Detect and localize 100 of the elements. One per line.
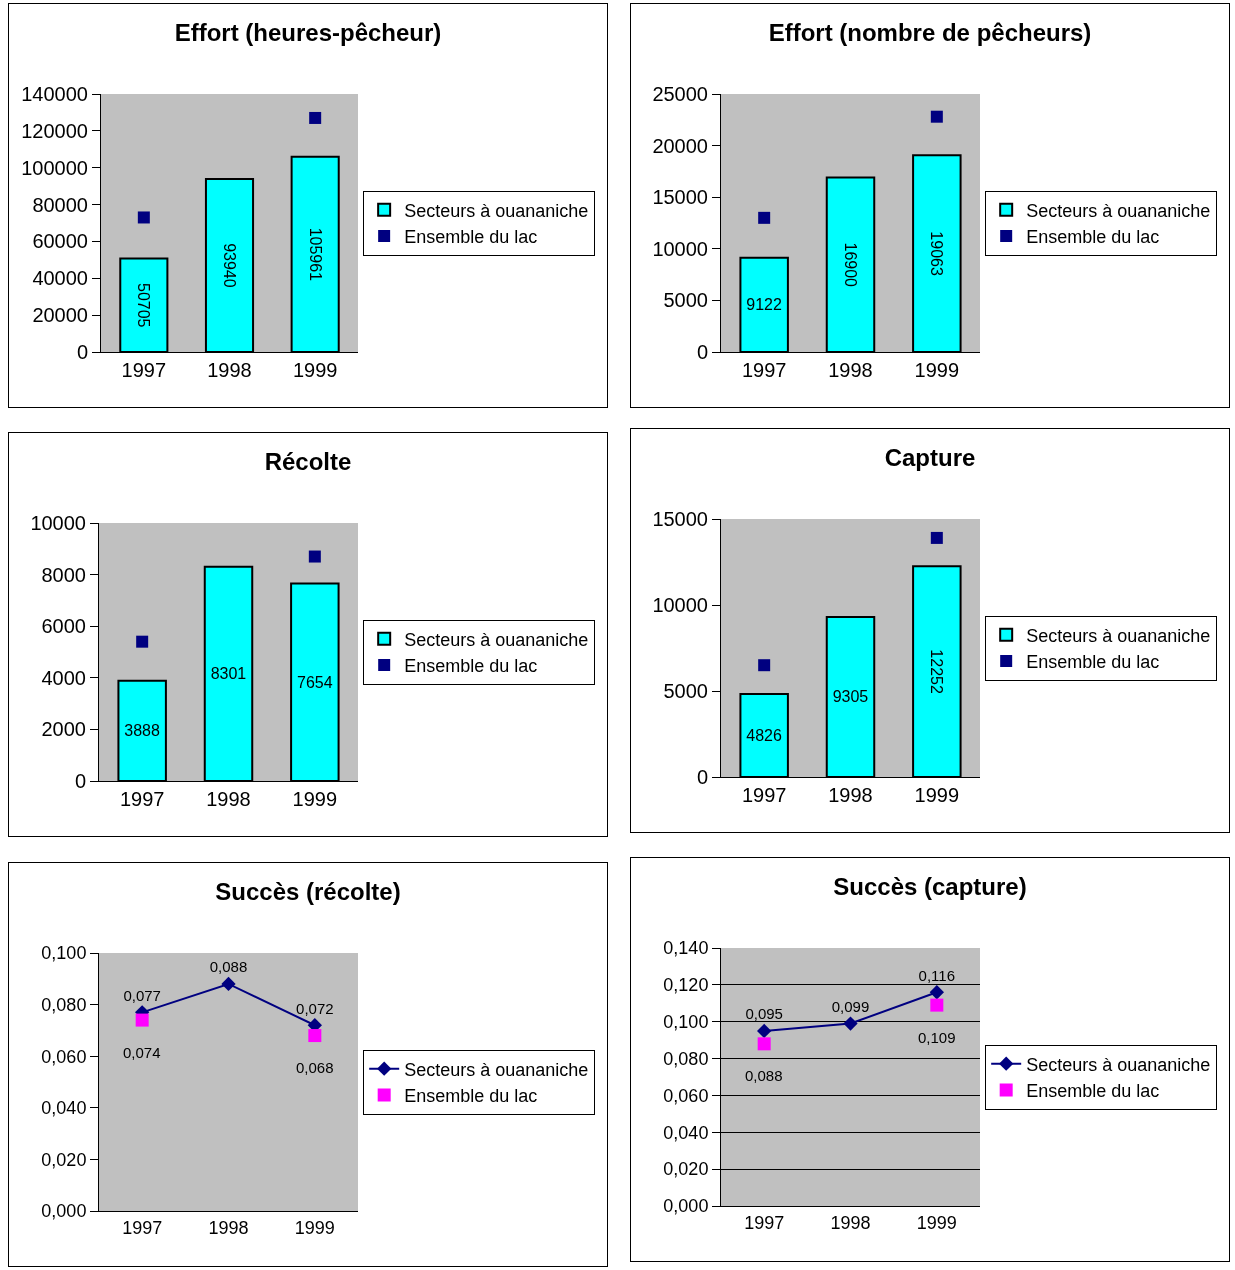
chart-title: Récolte [264,447,352,475]
data-label: 0,088 [209,958,248,976]
data-label: 12252 [928,649,946,694]
data-label: 0,109 [918,1029,956,1046]
x-tick-label: 1999 [292,359,338,381]
x-tick-label: 1998 [206,788,251,810]
y-tick-label: 0,060 [41,1046,87,1067]
point [221,976,236,992]
point [757,1023,772,1039]
y-tick-label: 0,040 [41,1098,87,1119]
data-label: 9305 [832,688,869,706]
y-tick-label: 0,060 [663,1085,709,1106]
legend-label: Secteurs à ouananiche [404,629,589,650]
legend-label: Secteurs à ouananiche [1026,200,1211,221]
point [757,1037,771,1051]
legend-label: Ensemble du lac [404,656,538,677]
y-tick-label: 0,080 [41,994,87,1015]
x-tick-label: 1998 [208,1217,249,1238]
data-label: 0,095 [745,1005,783,1023]
data-label: 50705 [135,282,153,328]
y-tick-label: 0,040 [663,1122,709,1143]
x-tick-label: 1999 [914,784,960,806]
y-tick-label: 0,100 [41,943,87,964]
data-label: 0,068 [296,1059,334,1076]
y-tick-label: 25000 [652,83,708,105]
x-tick-label: 1997 [119,788,165,810]
data-label: 0,074 [123,1044,161,1061]
legend-label: Ensemble du lac [404,227,538,248]
data-label: 3888 [124,722,161,740]
y-tick-label: 6000 [41,615,86,638]
point [930,998,944,1012]
y-tick-label: 40000 [32,267,88,290]
x-tick-label: 1997 [741,359,787,381]
data-label: 0,116 [918,966,956,984]
x-tick-label: 1998 [828,784,873,806]
x-tick-label: 1999 [292,788,338,810]
y-tick-label: 0,100 [663,1012,709,1033]
y-tick-label: 0,020 [41,1149,87,1170]
point [929,985,944,1000]
y-tick-label: 0 [76,341,88,363]
y-tick-label: 0 [74,770,86,792]
point [843,1016,858,1031]
data-label: 8301 [210,665,247,683]
x-tick-label: 1997 [741,784,787,806]
data-label: 0,077 [123,986,161,1004]
y-tick-label: 15000 [652,186,708,209]
y-tick-label: 0,000 [41,1201,87,1222]
legend-label: Secteurs à ouananiche [404,200,589,221]
x-tick-label: 1999 [916,1212,957,1233]
x-tick-label: 1998 [828,359,873,381]
data-label: 105961 [306,227,324,282]
x-tick-label: 1999 [294,1217,335,1238]
chart-title: Succès (récolte) [215,877,401,905]
x-tick-label: 1998 [207,359,252,381]
legend-label: Ensemble du lac [1026,227,1160,248]
x-tick-label: 1997 [121,359,167,381]
y-tick-label: 0,080 [663,1048,709,1069]
x-tick-label: 1997 [744,1212,785,1233]
y-tick-label: 0 [696,766,708,788]
x-tick-label: 1997 [122,1217,163,1238]
y-tick-label: 0 [696,341,708,363]
y-tick-label: 4000 [41,666,86,689]
y-tick-label: 0,000 [663,1196,709,1217]
y-tick-label: 8000 [41,563,86,586]
legend-label: Ensemble du lac [404,1086,538,1107]
legend-label: Secteurs à ouananiche [1026,1054,1211,1075]
x-tick-label: 1998 [830,1212,871,1233]
y-tick-label: 10000 [652,237,708,260]
chart-title: Effort (heures-pêcheur) [174,18,442,46]
y-tick-label: 140000 [21,83,88,105]
y-tick-label: 20000 [652,134,708,157]
data-label: 0,072 [296,999,334,1017]
y-tick-label: 100000 [21,156,88,179]
legend-label: Secteurs à ouananiche [1026,625,1211,646]
y-tick-label: 60000 [32,230,88,253]
data-label: 19063 [928,231,946,276]
data-label: 0,099 [831,997,870,1015]
legend-label: Secteurs à ouananiche [404,1059,589,1080]
point [308,1029,322,1043]
data-label: 93940 [221,243,238,288]
y-tick-label: 15000 [652,508,708,530]
x-tick-label: 1999 [914,359,960,381]
y-tick-label: 80000 [32,193,88,216]
y-tick-label: 5000 [663,680,708,702]
data-label: 0,088 [745,1067,783,1084]
data-label: 4826 [746,726,783,744]
y-tick-label: 0,020 [663,1159,709,1180]
y-tick-label: 5000 [663,289,708,312]
y-tick-label: 0,140 [663,938,709,959]
data-label: 9122 [746,296,783,314]
point [135,1013,149,1027]
legend-label: Ensemble du lac [1026,1081,1160,1102]
data-label: 16900 [842,242,859,288]
legend-label: Ensemble du lac [1026,652,1160,673]
y-tick-label: 120000 [21,119,88,142]
y-tick-label: 2000 [41,718,86,741]
chart-title: Effort (nombre de pêcheurs) [768,18,1092,46]
chart-title: Capture [884,443,976,471]
chart-title: Succès (capture) [833,872,1027,900]
y-tick-label: 20000 [32,304,88,327]
